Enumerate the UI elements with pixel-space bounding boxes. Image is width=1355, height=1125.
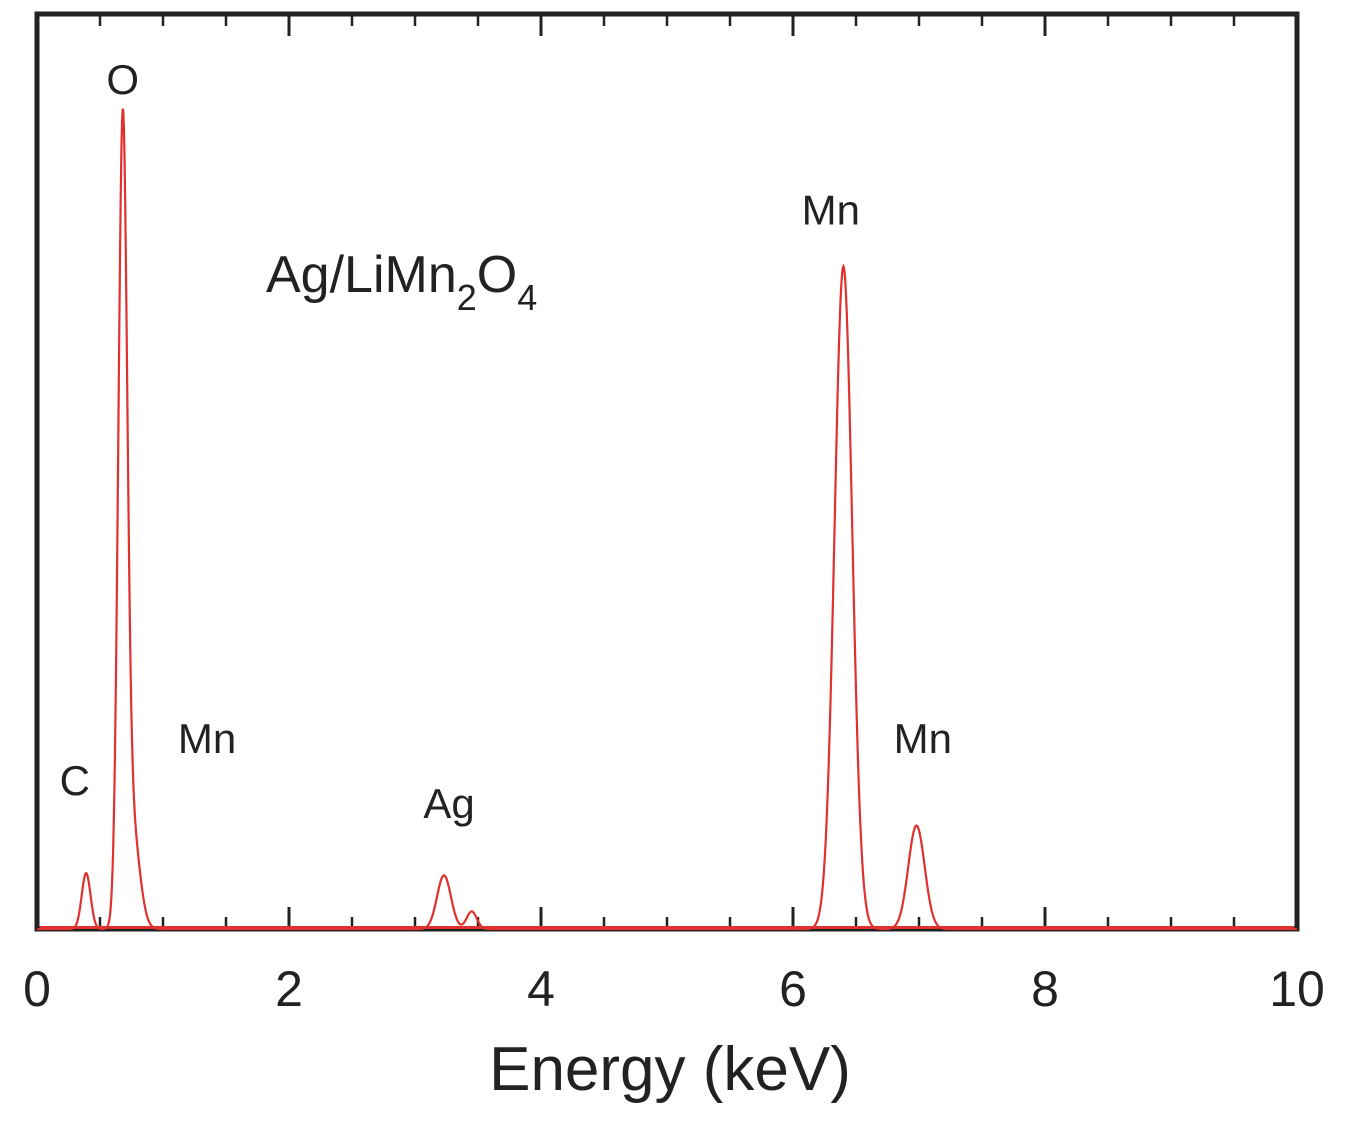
x-tick-label: 10: [1269, 961, 1325, 1017]
peak-label-mn: Mn: [178, 715, 236, 762]
peak-label-mn: Mn: [802, 186, 860, 233]
x-tick-label: 6: [779, 961, 807, 1017]
peak-labels: C O Mn Ag Mn Mn: [60, 56, 952, 827]
x-tick-label: 8: [1031, 961, 1059, 1017]
plot-frame: [34, 11, 1300, 932]
x-tick-label: 4: [527, 961, 555, 1017]
axis-ticks: [35, 14, 1299, 929]
sample-label: Ag/LiMn2O4: [266, 246, 537, 318]
x-tick-label: 0: [23, 961, 51, 1017]
peak-label-mn: Mn: [894, 715, 952, 762]
peak-label-ag: Ag: [423, 780, 474, 827]
x-axis-title: Energy (keV): [489, 1035, 851, 1104]
peak-label-c: C: [60, 757, 90, 804]
x-tick-labels: 0 2 4 6 8 10: [23, 961, 1325, 1017]
peak-label-o: O: [106, 56, 139, 103]
x-tick-label: 2: [275, 961, 303, 1017]
